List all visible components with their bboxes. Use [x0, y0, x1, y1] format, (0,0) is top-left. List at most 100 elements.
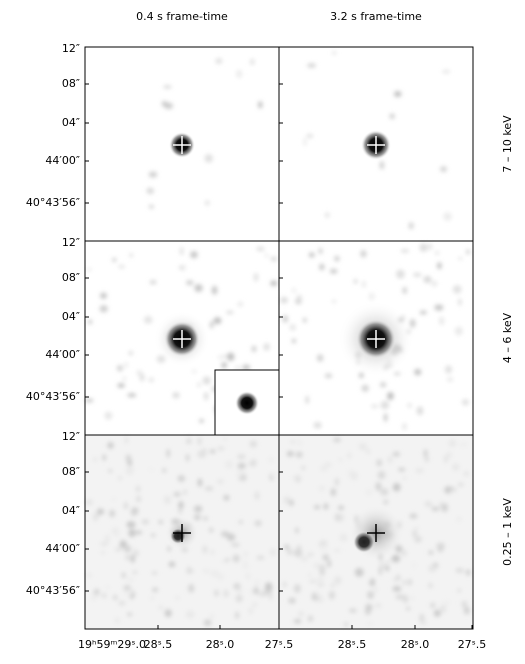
noise-speck — [339, 533, 348, 542]
noise-speck — [130, 554, 136, 563]
noise-speck — [265, 582, 273, 591]
noise-speck — [454, 326, 463, 336]
noise-speck — [452, 463, 460, 472]
noise-speck — [258, 101, 263, 109]
noise-speck — [386, 560, 391, 565]
noise-speck — [116, 365, 123, 372]
noise-speck — [402, 594, 408, 604]
noise-speck — [419, 243, 428, 252]
noise-speck — [465, 569, 471, 576]
x-tick-label: 28ˢ.5 — [144, 638, 173, 651]
noise-speck — [307, 615, 314, 622]
noise-speck — [213, 317, 222, 325]
noise-speck — [407, 403, 412, 408]
noise-speck — [443, 212, 452, 221]
noise-speck — [335, 513, 339, 522]
noise-speck — [308, 252, 315, 258]
noise-speck — [236, 69, 243, 79]
noise-speck — [289, 499, 294, 507]
noise-speck — [317, 596, 324, 604]
noise-speck — [406, 607, 411, 611]
noise-speck — [117, 475, 123, 481]
noise-speck — [320, 544, 328, 553]
noise-speck — [85, 499, 94, 506]
noise-speck — [124, 544, 132, 553]
y-tick-label: 44′00″ — [45, 542, 80, 555]
noise-speck — [313, 422, 322, 429]
noise-speck — [383, 499, 389, 505]
noise-speck — [193, 514, 201, 521]
noise-speck — [148, 171, 158, 178]
noise-speck — [318, 564, 326, 573]
image-panel — [278, 46, 474, 242]
noise-speck — [168, 561, 176, 568]
noise-speck — [93, 588, 100, 595]
noise-speck — [203, 619, 212, 627]
noise-speck — [217, 355, 226, 360]
y-tick-label: 40°43′56″ — [26, 390, 80, 403]
noise-speck — [409, 513, 418, 519]
y-tick-label: 40°43′56″ — [26, 196, 80, 209]
noise-speck — [93, 457, 98, 462]
noise-speck — [282, 314, 289, 323]
noise-speck — [423, 275, 432, 284]
noise-speck — [437, 262, 442, 270]
noise-speck — [163, 85, 172, 89]
noise-speck — [463, 471, 470, 477]
noise-speck — [253, 586, 259, 595]
noise-speck — [384, 565, 390, 570]
noise-speck — [424, 456, 429, 463]
noise-speck — [118, 600, 126, 606]
row-label: 7 – 10 keV — [501, 115, 514, 173]
noise-speck — [270, 471, 277, 478]
noise-speck — [143, 315, 153, 324]
noise-speck — [434, 250, 440, 256]
noise-speck — [224, 460, 234, 469]
noise-speck — [223, 589, 229, 598]
noise-speck — [181, 264, 186, 272]
noise-speck — [396, 269, 405, 279]
noise-speck — [448, 439, 457, 448]
noise-speck — [127, 612, 133, 616]
noise-speck — [86, 573, 92, 578]
noise-speck — [163, 495, 172, 505]
noise-speck — [179, 246, 184, 256]
noise-speck — [105, 412, 112, 420]
noise-speck — [366, 621, 374, 626]
noise-speck — [202, 545, 208, 554]
noise-speck — [393, 372, 401, 376]
noise-speck — [415, 467, 425, 474]
noise-speck — [307, 573, 313, 577]
noise-speck — [459, 442, 468, 447]
noise-speck — [267, 456, 275, 464]
row-label: 0.25 – 1 keV — [501, 498, 514, 566]
noise-speck — [100, 550, 106, 555]
noise-speck — [85, 398, 94, 403]
noise-speck — [124, 502, 128, 510]
noise-speck — [289, 323, 296, 331]
noise-speck — [378, 566, 383, 576]
noise-speck — [150, 596, 154, 600]
noise — [146, 58, 263, 209]
noise-speck — [237, 463, 246, 469]
noise-speck — [126, 521, 136, 528]
noise-speck — [248, 607, 254, 615]
column-title: 0.4 s frame-time — [136, 10, 228, 23]
noise-speck — [295, 298, 301, 304]
noise-speck — [424, 501, 431, 507]
noise-speck — [99, 542, 109, 546]
column-title: 3.2 s frame-time — [330, 10, 422, 23]
noise-speck — [292, 476, 302, 480]
noise-speck — [251, 458, 257, 467]
noise-speck — [148, 204, 154, 209]
y-tick-label: 44′00″ — [45, 154, 80, 167]
noise-speck — [114, 617, 121, 624]
inset-psf — [235, 391, 259, 415]
noise-speck — [414, 368, 422, 376]
noise-speck — [210, 549, 215, 556]
noise-speck — [235, 594, 243, 603]
noise-speck — [371, 404, 379, 409]
noise-speck — [112, 497, 116, 502]
noise-speck — [256, 555, 265, 560]
noise-speck — [242, 364, 251, 371]
